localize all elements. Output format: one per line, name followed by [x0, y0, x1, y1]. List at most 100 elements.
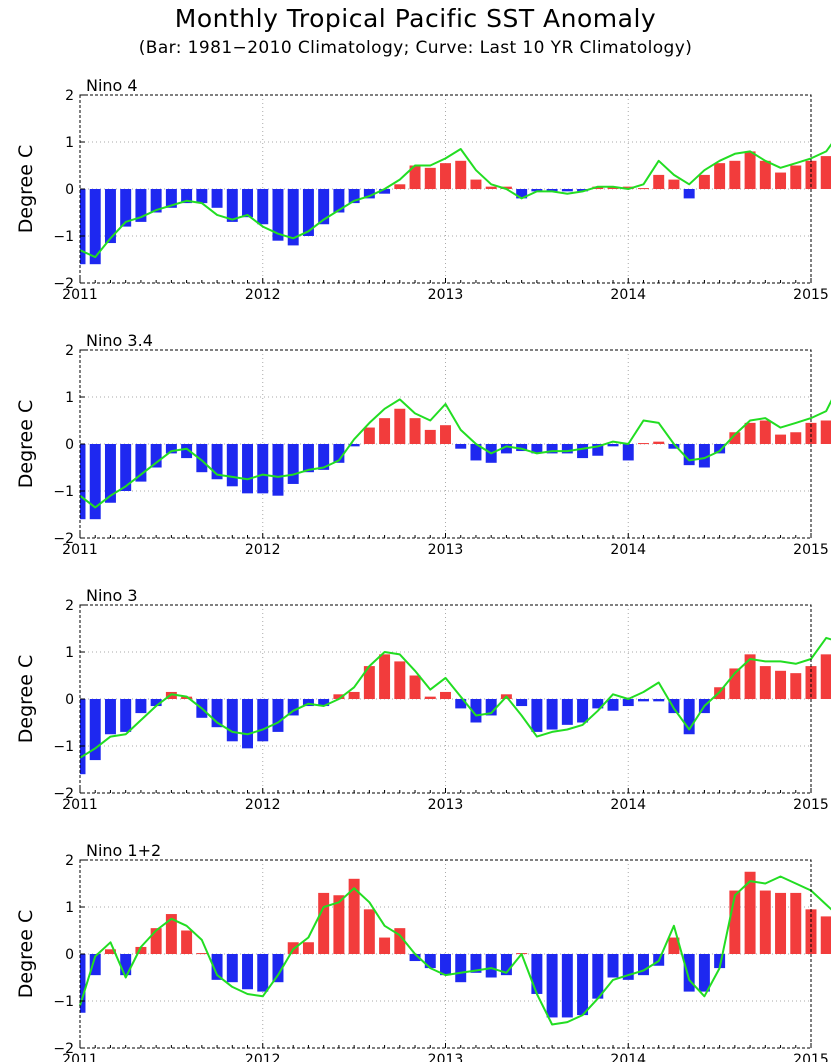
panel-1-bar [561, 189, 573, 192]
panel-1-bar [196, 189, 208, 204]
panel-2-xtick-label: 2011 [62, 542, 98, 558]
panel-4-ytick-label: 1 [65, 900, 74, 916]
panel-4-ytick-label: −1 [53, 994, 74, 1010]
panel-2-bar [607, 444, 619, 447]
panel-4-bar [622, 954, 634, 980]
panel-1-ytick-label: 2 [65, 88, 74, 104]
panel-4-bar [637, 954, 649, 976]
panel-3-bar [744, 654, 756, 699]
panel-3-bar [470, 699, 482, 723]
panel-2-bar [165, 444, 177, 454]
panel-4-bar [729, 890, 741, 954]
panel-3-bar [592, 699, 604, 709]
panel-1-bar [333, 189, 345, 213]
panel-3-bar [790, 673, 802, 699]
panel-1-xtick-label: 2014 [610, 287, 646, 303]
panel-4-bar [744, 871, 756, 954]
panel-4-bar [820, 916, 831, 954]
panel-1-bar [257, 189, 269, 225]
panel-4-bar [440, 954, 451, 976]
panel-4-bar [165, 914, 177, 954]
panel-4-bar [272, 954, 284, 983]
panel-4-bar [668, 937, 680, 954]
panel-2-bar [89, 444, 101, 520]
panel-2-bar [120, 444, 132, 491]
panel-1-bar [698, 174, 710, 189]
panel-3-bar [348, 691, 360, 699]
panel-4-bar [683, 954, 695, 992]
panel-1-bar [348, 189, 360, 204]
panel-2-bar [455, 444, 467, 449]
panel-2-curve-line [79, 398, 831, 509]
panel-1-xtick-label: 2015 [793, 287, 829, 303]
panel-3-ytick-label: 1 [65, 645, 74, 661]
panel-2-bar [211, 444, 223, 480]
panel-1-xtick-label: 2012 [245, 287, 281, 303]
panel-4-ytick-label: −2 [53, 1041, 74, 1057]
panel-2-bar [272, 444, 284, 496]
panel-1-bar [363, 189, 375, 199]
panel-3-bar [653, 699, 665, 702]
panel-3-xtick-label: 2015 [793, 797, 829, 813]
panel-2-bar [561, 444, 573, 454]
panel-2-bar [348, 444, 360, 447]
panel-1-bar [729, 160, 741, 189]
panel-2-bar [820, 420, 831, 444]
panel-3-bar [211, 699, 223, 728]
panel-4-bar [714, 954, 726, 969]
panel-3-bar [577, 699, 589, 723]
page-subtitle: (Bar: 1981−2010 Climatology; Curve: Last… [138, 38, 693, 58]
panel-2-bar [379, 418, 391, 444]
panel-4-bar [592, 954, 604, 999]
panel-2-ytick-label: 1 [65, 390, 74, 406]
panel-4-bar [89, 954, 101, 976]
panel-4-bar [424, 954, 436, 969]
panel-4-bar [485, 954, 497, 978]
panel-4-bar [759, 890, 771, 954]
panel-2-bar [805, 422, 817, 444]
panel-2-xtick-label: 2012 [245, 542, 281, 558]
panel-2-bar [577, 444, 589, 459]
panel-2-bar [592, 444, 604, 456]
panel-1-bar [470, 179, 482, 189]
panel-4-title: Nino 1+2 [86, 841, 161, 860]
panel-1-bar [714, 163, 726, 189]
panel-4-bar [500, 954, 512, 976]
panel-1-bar [409, 165, 421, 189]
panel-2-ylabel: Degree C [15, 400, 37, 488]
panel-3-bar [729, 668, 741, 699]
panel-3-bar [257, 699, 269, 742]
panel-2-bar [440, 425, 451, 444]
panel-2-bar [775, 434, 787, 444]
panel-3-bar [318, 699, 330, 707]
panel-2-bar [698, 444, 710, 468]
panel-4-bar [80, 954, 86, 1013]
panel-3-curve-line [79, 636, 831, 759]
panel-4-bar [135, 946, 147, 954]
panel-4-bar [561, 954, 573, 1018]
panel-4-ytick-label: 2 [65, 853, 74, 869]
panel-2-bar [500, 444, 512, 454]
panel-3-title: Nino 3 [86, 586, 138, 605]
panel-4-xtick-label: 2013 [428, 1052, 464, 1062]
panel-3-bar [135, 699, 147, 714]
panel-4-xtick-label: 2011 [62, 1052, 98, 1062]
panel-2-bar [637, 443, 649, 445]
panel-1-bar [302, 189, 314, 236]
panel-1-bar [89, 189, 101, 265]
panel-2-bar [257, 444, 269, 494]
panel-4-bar [363, 909, 375, 954]
panel-2-ytick-label: 0 [65, 437, 74, 453]
panel-2-frame [79, 349, 812, 539]
panel-3-ytick-label: −2 [53, 786, 74, 802]
panel-1-bar [668, 179, 680, 189]
panel-4-bar [333, 895, 345, 954]
panel-1-bar [104, 189, 116, 244]
panel-4-bar [546, 954, 558, 1018]
panel-2-bar [653, 441, 665, 444]
panel-1-xtick-label: 2013 [428, 287, 464, 303]
panel-1-bar [531, 189, 543, 192]
panel-4-bar [531, 954, 543, 994]
panel-1-bar [181, 189, 193, 204]
